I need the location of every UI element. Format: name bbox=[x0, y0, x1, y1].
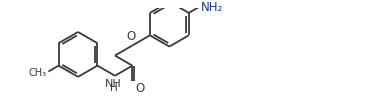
Text: H: H bbox=[110, 83, 118, 93]
Text: NH₂: NH₂ bbox=[201, 1, 224, 13]
Text: O: O bbox=[127, 30, 136, 43]
Text: NH: NH bbox=[105, 79, 122, 88]
Text: O: O bbox=[135, 82, 144, 95]
Text: CH₃: CH₃ bbox=[28, 68, 46, 78]
